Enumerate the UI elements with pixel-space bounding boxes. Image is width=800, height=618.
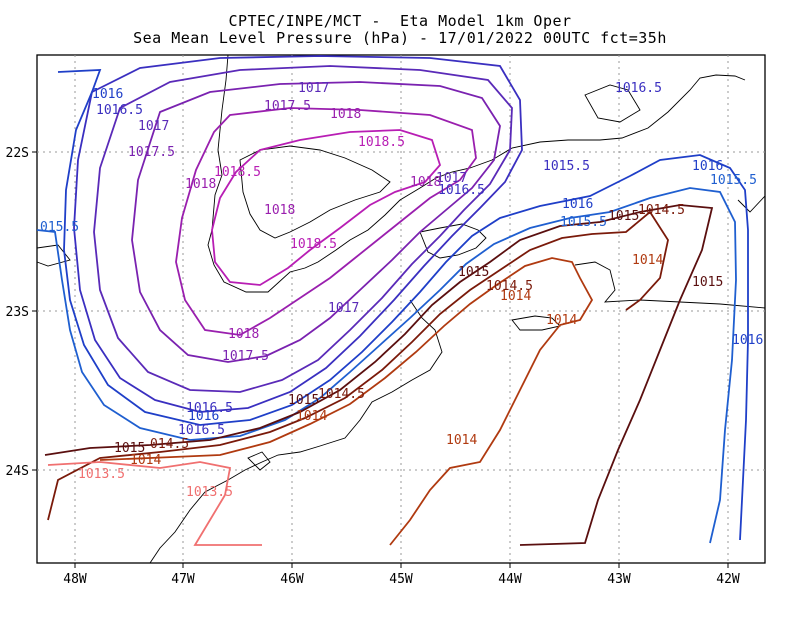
isobar-1016 xyxy=(57,69,749,541)
contour-label: 1015 xyxy=(288,393,319,408)
contour-label: 1017.5 xyxy=(264,99,311,114)
lat-tick-label: 22S xyxy=(6,146,29,161)
isobar-1014 xyxy=(99,257,594,546)
contour-label: 1014 xyxy=(446,433,477,448)
contour-label: 1018.5 xyxy=(214,165,261,180)
contour-label: 1014 xyxy=(130,453,161,468)
contour-label: 1017 xyxy=(328,301,359,316)
contour-label: 1017 xyxy=(138,119,169,134)
lat-tick-label: 24S xyxy=(6,464,29,479)
contour-label: 1014.5 xyxy=(486,279,533,294)
contour-label: 1017.5 xyxy=(222,349,269,364)
lat-tick-label: 23S xyxy=(6,305,29,320)
lon-tick-label: 47W xyxy=(171,572,195,587)
contour-label: 1014 xyxy=(632,253,663,268)
contour-label: 1016.5 xyxy=(438,183,485,198)
contour-label: 1017.5 xyxy=(128,145,175,160)
contour-label: 1018 xyxy=(264,203,295,218)
contour-label: 1018 xyxy=(228,327,259,342)
contour-label: 1017 xyxy=(298,81,329,96)
isobar-1014-5 xyxy=(47,210,669,521)
contour-label: 1018.5 xyxy=(358,135,405,150)
contour-label: 1013.5 xyxy=(78,467,125,482)
isobar-1017 xyxy=(93,65,513,393)
contour-label: 1016.5 xyxy=(178,423,225,438)
contour-label: 1014.5 xyxy=(318,387,365,402)
lon-tick-label: 42W xyxy=(716,572,740,587)
contour-label: 1016 xyxy=(92,87,123,102)
coastline-ne xyxy=(584,84,641,123)
lon-tick-label: 45W xyxy=(389,572,413,587)
title-line-2: Sea Mean Level Pressure (hPa) - 17/01/20… xyxy=(133,29,667,47)
title-line-1: CPTEC/INPE/MCT - Eta Model 1km Oper xyxy=(228,12,572,30)
contour-label: 1016 xyxy=(732,333,763,348)
lon-tick-labels: 48W 47W 46W 45W 44W 43W 42W xyxy=(63,572,740,587)
contour-label: 1016.5 xyxy=(96,103,143,118)
contour-label: 1015 xyxy=(114,441,145,456)
isobar-1017-5 xyxy=(131,81,501,363)
contour-label: 1015 xyxy=(458,265,489,280)
contour-label: 1015.5 xyxy=(543,159,590,174)
coastline-west xyxy=(36,244,71,267)
contour-label: 1016 xyxy=(188,409,219,424)
lon-tick-label: 44W xyxy=(498,572,522,587)
isobar-1018 xyxy=(175,107,477,336)
coastline-rio-bay xyxy=(419,223,487,259)
contour-label: 014.5 xyxy=(150,437,189,452)
contour-label: 1018 xyxy=(185,177,216,192)
isobar-1018-5 xyxy=(211,129,442,286)
lon-tick-label: 43W xyxy=(607,572,631,587)
lat-tick-labels: 22S 23S 24S xyxy=(6,146,29,479)
contour-label: 1015 xyxy=(608,209,639,224)
contour-label: 1014 xyxy=(296,409,327,424)
contour-label: 1014.5 xyxy=(638,203,685,218)
tick-marks xyxy=(32,151,729,568)
contour-label: 1014 xyxy=(546,313,577,328)
isobar-1015-5 xyxy=(36,187,737,544)
contour-label: 1016 xyxy=(562,197,593,212)
contour-label: 1015.5 xyxy=(560,215,607,230)
contour-labels: 1016 1016.5 1017 1017.5 1018 1018.5 1018… xyxy=(40,81,763,500)
contour-label: 1017 xyxy=(436,171,467,186)
contour-label: 1014 xyxy=(500,289,531,304)
coastline-east xyxy=(574,261,766,309)
lon-tick-label: 48W xyxy=(63,572,87,587)
coastline-ilha-bela xyxy=(239,145,391,239)
contour-label: 1015 xyxy=(692,275,723,290)
isobars xyxy=(36,55,749,546)
contour-label: 015.5 xyxy=(40,220,79,235)
contour-label: 1018.5 xyxy=(290,237,337,252)
isobar-1013-5 xyxy=(47,461,262,546)
coastline-island-2 xyxy=(247,451,271,471)
contour-label: 1015.5 xyxy=(710,173,757,188)
coastline-far-east xyxy=(737,195,766,213)
contour-label: 1016.5 xyxy=(186,401,233,416)
contour-label: 1016 xyxy=(692,159,723,174)
lon-tick-label: 46W xyxy=(280,572,304,587)
isobar-1016-5 xyxy=(73,55,523,413)
isobar-1015 xyxy=(44,204,714,546)
contour-label: 1018 xyxy=(410,175,441,190)
contour-label: 1016.5 xyxy=(615,81,662,96)
contour-label: 1013.5 xyxy=(186,485,233,500)
contour-label: 1018 xyxy=(330,107,361,122)
coastline-south xyxy=(149,299,443,564)
